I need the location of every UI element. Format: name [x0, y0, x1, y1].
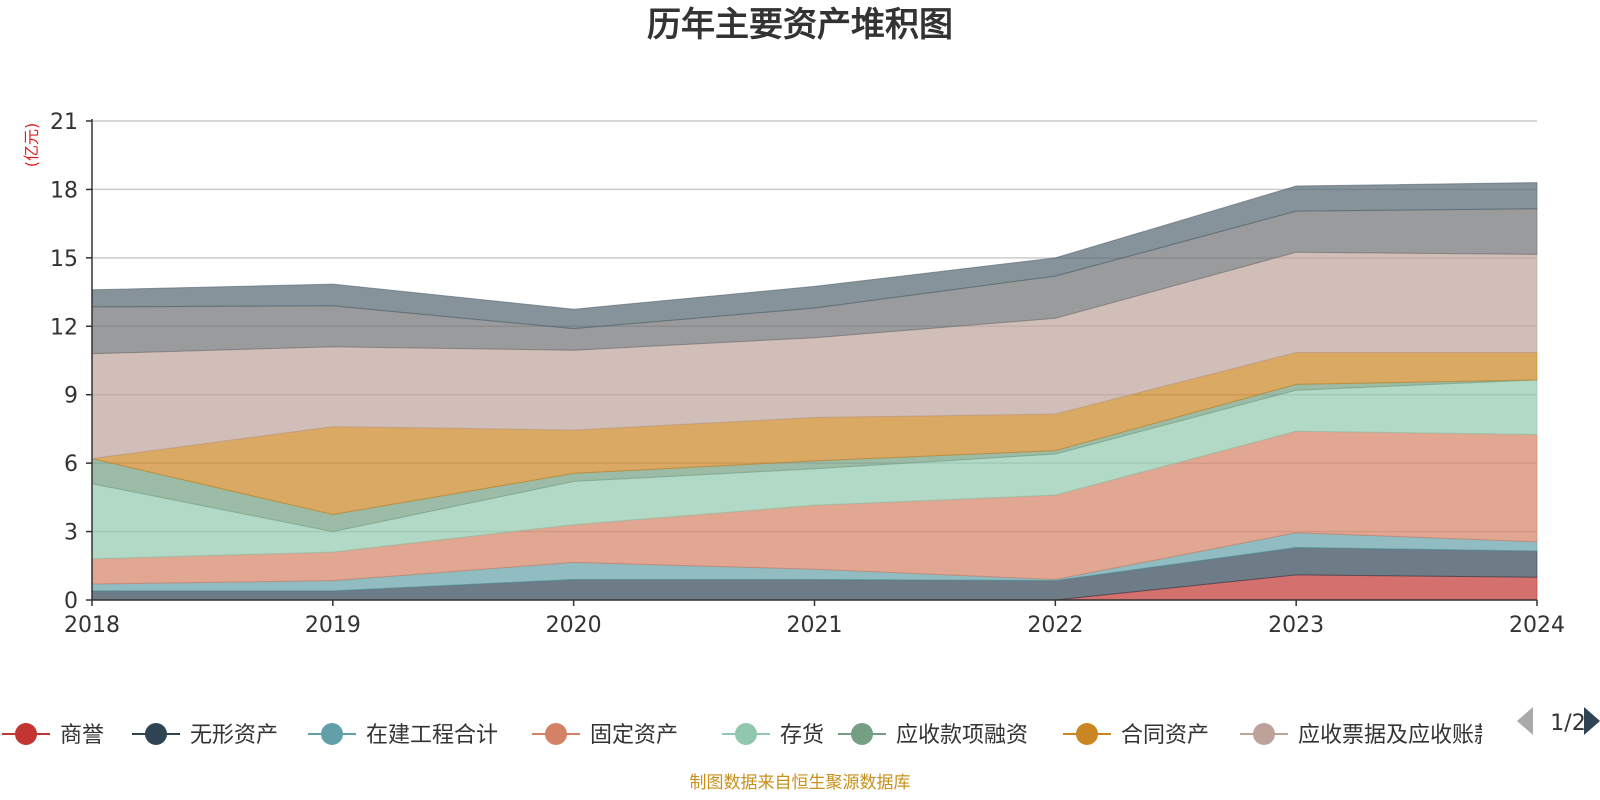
legend-next-page-icon[interactable] [1584, 707, 1600, 735]
legend-label: 应收票据及应收账款 [1298, 723, 1496, 748]
legend-label: 商誉 [60, 723, 104, 748]
data-source-note: 制图数据来自恒生聚源数据库 [690, 773, 911, 793]
legend-pager: 1/2 [1517, 707, 1600, 736]
x-tick-label: 2022 [1027, 613, 1083, 638]
legend-item[interactable]: 应收款项融资 [838, 723, 1028, 748]
x-tick-label: 2023 [1268, 613, 1324, 638]
y-tick-label: 6 [64, 452, 78, 477]
legend-label: 固定资产 [590, 723, 678, 748]
x-tick-label: 2020 [546, 613, 602, 638]
legend-prev-page-icon[interactable] [1517, 707, 1533, 735]
legend-marker-icon [15, 723, 37, 745]
y-tick-label: 21 [50, 110, 78, 135]
y-tick-label: 18 [50, 178, 78, 203]
area-series [91, 182, 1538, 601]
x-tick-label: 2024 [1509, 613, 1565, 638]
legend-label: 无形资产 [190, 723, 278, 748]
legend-marker-icon [1253, 723, 1275, 745]
y-tick-label: 0 [64, 589, 78, 614]
legend-item[interactable]: 商誉 [2, 723, 104, 748]
legend-item[interactable]: 存货 [722, 723, 824, 748]
y-tick-label: 9 [64, 384, 78, 409]
x-tick-label: 2021 [787, 613, 843, 638]
y-tick-label: 15 [50, 247, 78, 272]
legend-marker-icon [545, 723, 567, 745]
axes: 0 3 6 9 12 15 18 21 2018 2019 2020 2021 2022 2023 2024 [50, 110, 1565, 638]
legend-item[interactable]: 无形资产 [132, 723, 278, 748]
chart-title: 历年主要资产堆积图 [647, 5, 953, 45]
x-tick-label: 2018 [64, 613, 120, 638]
y-tick-label: 3 [64, 521, 78, 546]
legend-label: 存货 [780, 723, 824, 748]
legend-label: 合同资产 [1121, 723, 1209, 748]
legend-item[interactable]: 应收票据及应收账款 [1240, 723, 1496, 748]
legend-item[interactable]: 固定资产 [532, 723, 678, 748]
legend-marker-icon [321, 723, 343, 745]
x-tick-label: 2019 [305, 613, 361, 638]
y-tick-label: 12 [50, 315, 78, 340]
legend-label: 应收款项融资 [896, 723, 1028, 748]
legend-item[interactable]: 合同资产 [1063, 723, 1209, 748]
legend-page-indicator: 1/2 [1550, 711, 1585, 736]
area-series-9 [91, 182, 1538, 330]
legend-item[interactable]: 在建工程合计 [308, 723, 498, 748]
legend: 商誉 无形资产 在建工程合计 固定资产 存货 应收款项融资 合同资产 应收票据及应收账款 [2, 723, 1496, 748]
legend-label: 在建工程合计 [366, 723, 498, 748]
legend-marker-icon [1076, 723, 1098, 745]
legend-marker-icon [851, 723, 873, 745]
legend-marker-icon [735, 723, 757, 745]
legend-marker-icon [145, 723, 167, 745]
y-axis-unit: (亿元) [22, 123, 41, 168]
